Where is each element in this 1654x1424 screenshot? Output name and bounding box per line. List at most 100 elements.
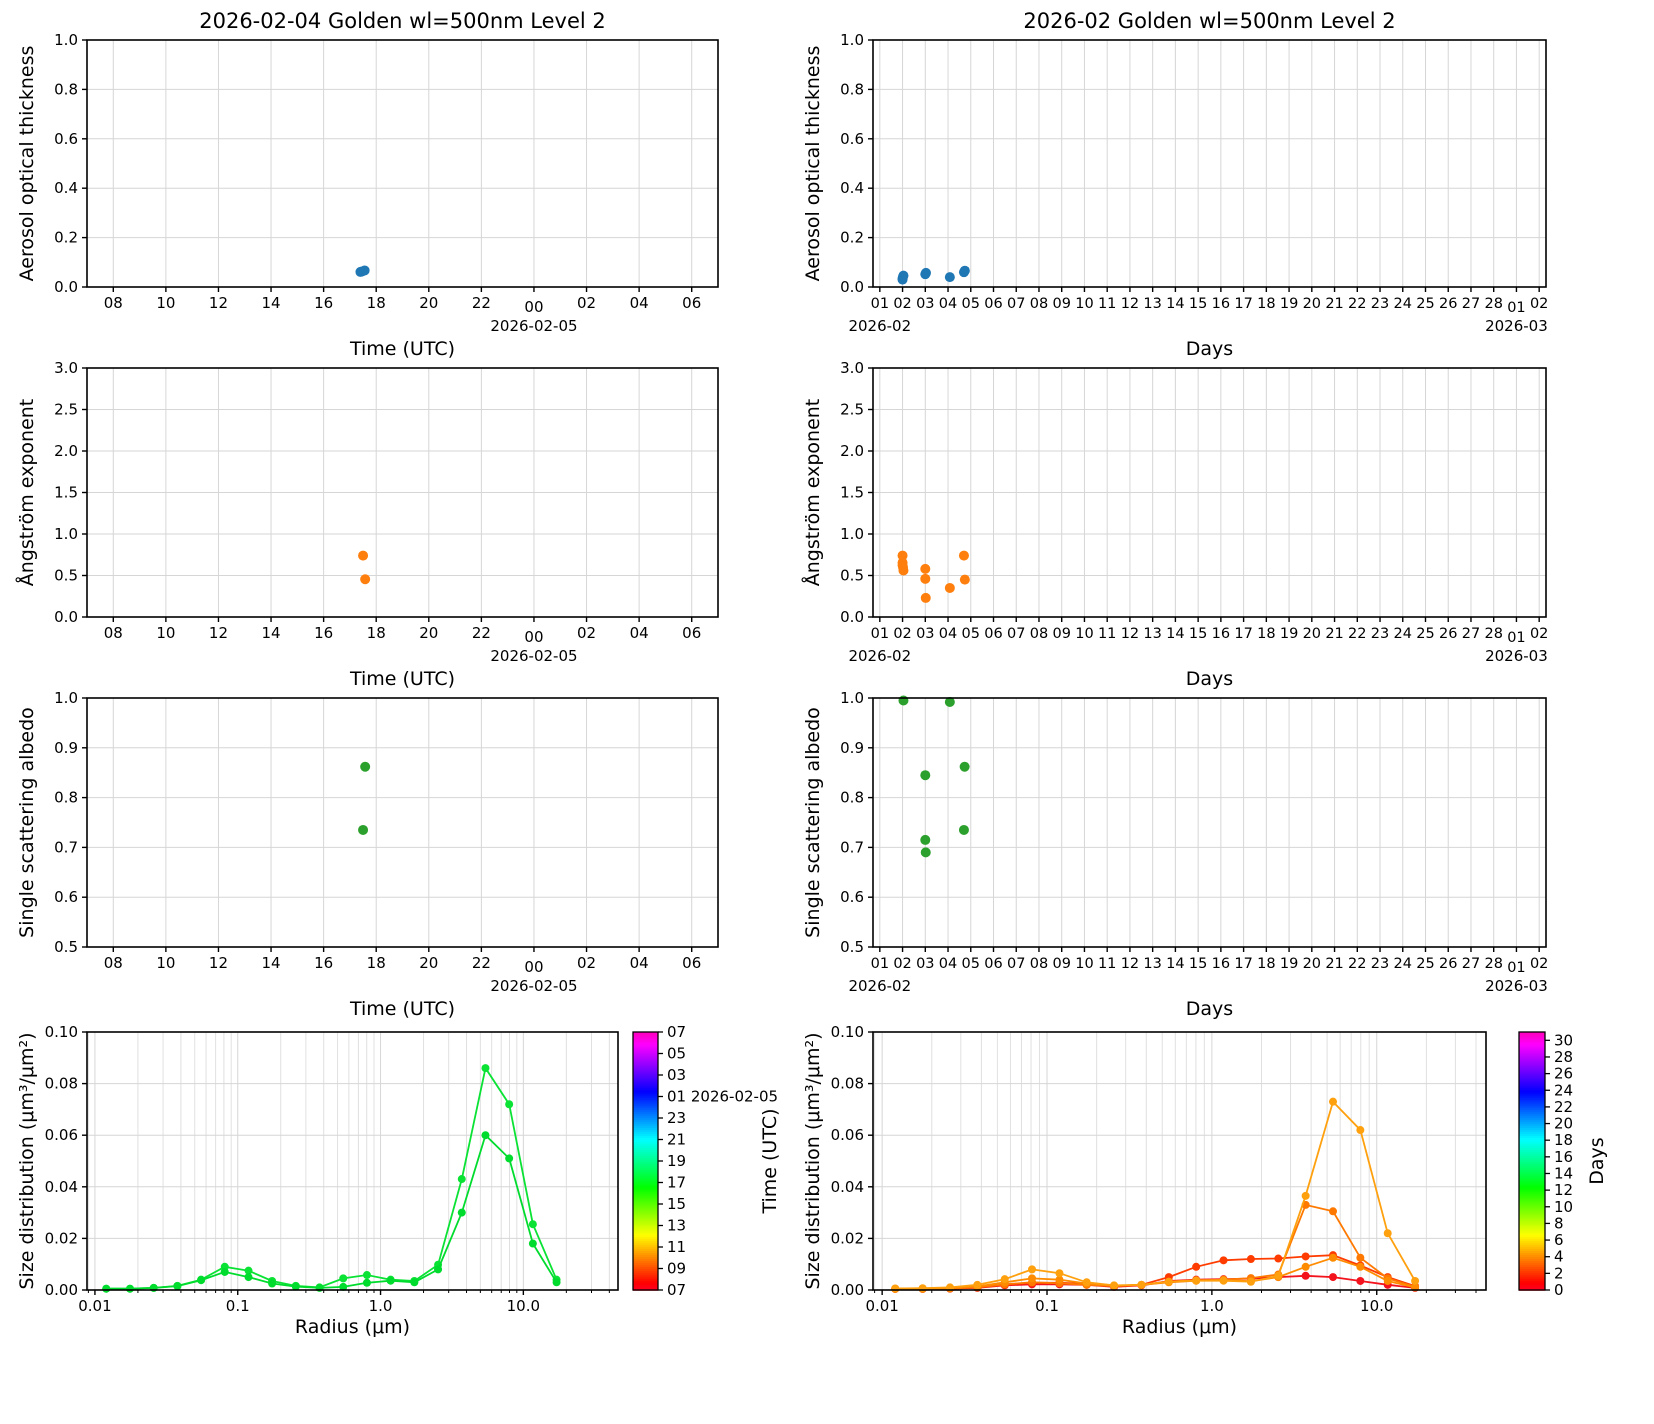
svg-text:17: 17 [1234, 956, 1252, 972]
svg-text:0.1: 0.1 [226, 1297, 250, 1315]
date-offset-label: 2026-02-05 [490, 317, 577, 335]
data-point [360, 574, 371, 585]
data-point [898, 695, 909, 706]
colorbar-tick-label: 28 [1554, 1048, 1573, 1066]
svg-text:24: 24 [1394, 956, 1412, 972]
svg-text:28: 28 [1484, 296, 1502, 312]
svg-text:04: 04 [630, 624, 649, 642]
chart-ssa-month: 01 02 03 04 05 06 07 08 09 10 11 12 13 14 15 16 17 18 19 20… [802, 689, 1548, 1020]
axis-ticks: 08 10 12 14 16 18 20 22 00 02 04 06 0.5 0.6 0.7 0.8 0.9 1… [54, 689, 701, 995]
svg-text:0.5: 0.5 [840, 567, 864, 585]
plot-frame [872, 1031, 1487, 1291]
data-point [944, 272, 955, 283]
svg-text:0.2: 0.2 [840, 229, 864, 247]
data-point [1301, 1271, 1310, 1280]
svg-text:20: 20 [419, 294, 438, 312]
svg-text:08: 08 [1030, 956, 1048, 972]
data-point [1274, 1254, 1283, 1263]
data-point [1383, 1229, 1392, 1238]
data-point [505, 1100, 514, 1109]
svg-text:0.8: 0.8 [54, 80, 78, 98]
data-point [918, 1284, 927, 1293]
data-point [920, 834, 931, 845]
date-offset-label: 2026-03 [1485, 977, 1548, 995]
colorbar-time-utc-: 07 09 11 13 15 17 19 21 23 01 2026-02-05 03 05 07 Tim… [632, 1023, 781, 1299]
svg-text:02: 02 [577, 954, 596, 972]
svg-text:15: 15 [1189, 296, 1207, 312]
svg-text:06: 06 [984, 956, 1002, 972]
data-point [1329, 1253, 1338, 1262]
data-point [1274, 1271, 1283, 1280]
svg-text:2.5: 2.5 [54, 401, 78, 419]
data-point [1000, 1275, 1009, 1284]
y-axis-label: Ångström exponent [15, 399, 38, 587]
svg-text:09: 09 [1052, 956, 1070, 972]
svg-text:19: 19 [1280, 296, 1298, 312]
data-point [528, 1239, 537, 1248]
svg-text:27: 27 [1462, 626, 1480, 642]
chart-angstrom-day: 08 10 12 14 16 18 20 22 00 02 04 06 0.0 0.5 1.0 1.5 2.0 2… [15, 359, 719, 690]
svg-text:21: 21 [1325, 296, 1343, 312]
svg-text:03: 03 [916, 956, 934, 972]
svg-text:0.04: 0.04 [45, 1178, 78, 1196]
svg-text:18: 18 [367, 954, 386, 972]
svg-text:04: 04 [939, 956, 957, 972]
svg-text:24: 24 [1394, 296, 1412, 312]
svg-text:10: 10 [1075, 296, 1093, 312]
data-point [1055, 1269, 1064, 1278]
data-point [1028, 1265, 1037, 1274]
colorbar-tick-label: 15 [667, 1195, 686, 1213]
svg-text:07: 07 [1007, 956, 1025, 972]
data-point [1383, 1276, 1392, 1285]
svg-text:23: 23 [1371, 626, 1389, 642]
x-axis-label: Time (UTC) [349, 668, 455, 690]
svg-text:23: 23 [1371, 956, 1389, 972]
svg-text:0.01: 0.01 [865, 1297, 898, 1315]
colorbar-tick-label: 19 [667, 1152, 686, 1170]
data-point [528, 1220, 537, 1229]
svg-text:16: 16 [314, 954, 333, 972]
data-point [920, 573, 931, 584]
colorbar-tick-label: 07 [667, 1281, 686, 1299]
svg-text:1.0: 1.0 [369, 1297, 393, 1315]
plot-frame [872, 697, 1547, 948]
y-axis-label: Aerosol optical thickness [16, 46, 38, 282]
date-offset-label: 2026-03 [1485, 317, 1548, 335]
svg-text:08: 08 [104, 954, 123, 972]
colorbar-tick-label: 10 [1554, 1198, 1573, 1216]
svg-text:0.7: 0.7 [54, 838, 78, 856]
x-axis-label: Days [1186, 338, 1233, 360]
data-point [220, 1267, 229, 1276]
data-point [1028, 1274, 1037, 1283]
svg-text:27: 27 [1462, 956, 1480, 972]
data-point [1246, 1255, 1255, 1264]
data-point [1356, 1262, 1365, 1271]
data-point [920, 847, 931, 858]
svg-text:0.8: 0.8 [54, 789, 78, 807]
colorbar-tick-label: 05 [667, 1045, 686, 1063]
svg-text:01: 01 [871, 956, 889, 972]
data-point [1301, 1262, 1310, 1271]
colorbar-tick-label: 2 [1554, 1264, 1564, 1282]
y-axis-label: Size distribution (μm³/μm²) [802, 1032, 824, 1289]
series-angstrom [358, 550, 371, 585]
colorbar-tick-label: 07 [667, 1023, 686, 1041]
svg-text:22: 22 [472, 954, 491, 972]
data-point [1137, 1280, 1146, 1289]
axis-ticks: 01 02 03 04 05 06 07 08 09 10 11 12 13 14 15 16 17 18 19 20… [840, 31, 1548, 335]
svg-text:02: 02 [1530, 296, 1548, 312]
svg-text:04: 04 [630, 954, 649, 972]
svg-text:0.04: 0.04 [831, 1178, 864, 1196]
svg-text:20: 20 [419, 624, 438, 642]
svg-text:0.01: 0.01 [78, 1297, 111, 1315]
gridlines [873, 39, 1546, 288]
data-point [410, 1278, 419, 1287]
data-point [457, 1208, 466, 1217]
svg-text:12: 12 [1121, 296, 1139, 312]
plot-frame [872, 39, 1547, 288]
svg-text:0.08: 0.08 [45, 1075, 78, 1093]
chart-sizedist-month: 0.01 0.1 1.0 10.0 0.00 0.02 0.04 0.06 0.08 0.10 Ra… [802, 1023, 1608, 1338]
svg-text:0.6: 0.6 [54, 130, 78, 148]
data-point [1110, 1281, 1119, 1290]
